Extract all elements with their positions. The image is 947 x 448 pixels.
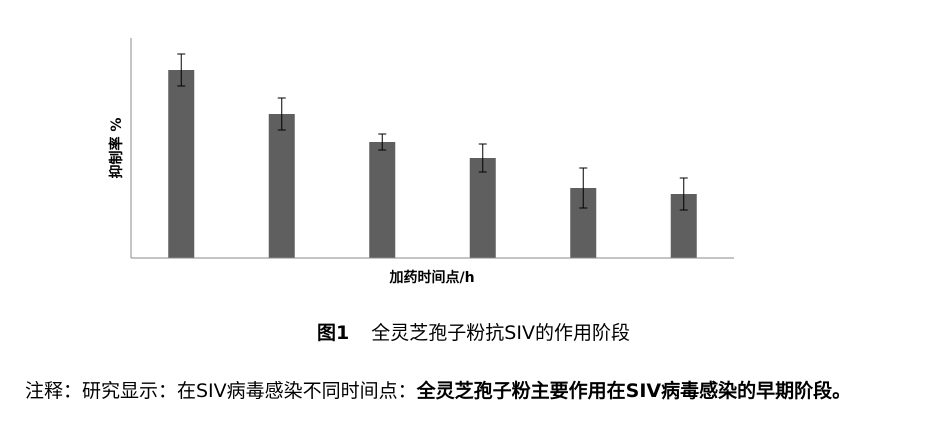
error-bars-group xyxy=(177,53,688,211)
bar-3 xyxy=(369,142,396,258)
bars-group xyxy=(168,70,697,258)
note-text: 注释：研究显示：在SIV病毒感染不同时间点：全灵芝孢子粉主要作用在SIV病毒感染… xyxy=(25,378,935,404)
y-axis-label: 抑制率 % xyxy=(108,118,125,179)
figure-number: 图1 xyxy=(317,322,350,344)
figure-caption: 图1 全灵芝孢子粉抗SIV的作用阶段 xyxy=(0,318,947,345)
error-bar-1 xyxy=(177,53,186,87)
error-bar-4 xyxy=(478,143,487,173)
bar-2 xyxy=(268,114,295,258)
note-emphasis: 全灵芝孢子粉主要作用在SIV病毒感染的早期阶段。 xyxy=(416,380,852,402)
bar-1 xyxy=(168,70,195,258)
bar-4 xyxy=(469,158,496,258)
figure-title: 全灵芝孢子粉抗SIV的作用阶段 xyxy=(371,322,630,344)
error-bar-6 xyxy=(679,177,688,211)
note-prefix: 注释：研究显示：在SIV病毒感染不同时间点： xyxy=(25,380,417,402)
error-bar-3 xyxy=(378,133,387,151)
bar-chart: 抑制率 % 加药时间点/h xyxy=(108,38,734,286)
error-bar-5 xyxy=(579,167,588,209)
x-axis-label: 加药时间点/h xyxy=(388,269,474,286)
error-bar-2 xyxy=(277,97,286,131)
